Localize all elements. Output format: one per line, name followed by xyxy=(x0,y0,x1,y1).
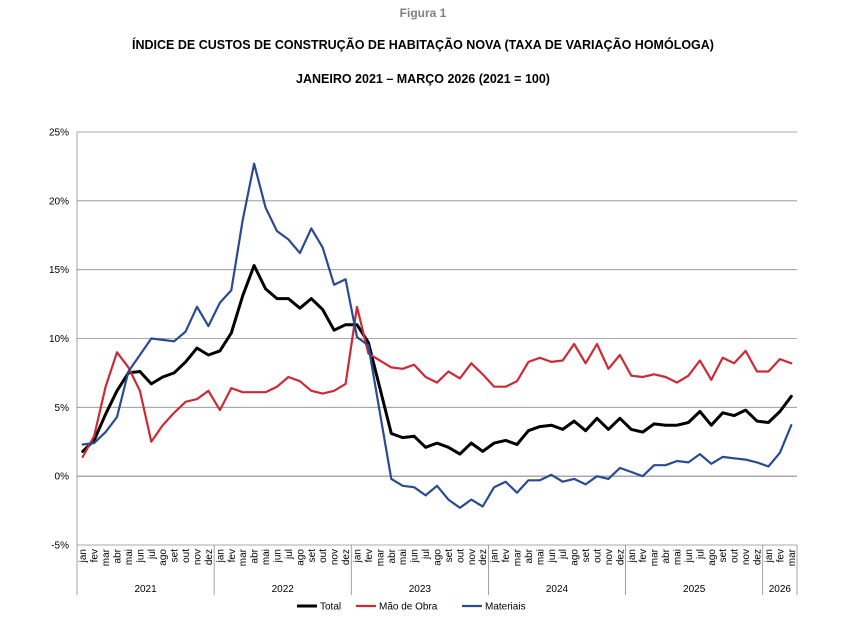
x-tick-label: mar xyxy=(101,548,112,566)
figure-label: Figura 1 xyxy=(399,6,447,20)
x-tick-label: mai xyxy=(673,549,684,565)
x-tick-label: fev xyxy=(501,549,512,562)
x-tick-label: fev xyxy=(227,549,238,562)
series-line xyxy=(81,162,793,509)
x-tick-label: fev xyxy=(638,549,649,562)
legend-label: Total xyxy=(320,602,341,613)
x-tick-label: nov xyxy=(741,549,752,565)
x-tick-label: ago xyxy=(158,549,169,566)
x-tick-label: nov xyxy=(467,549,478,565)
x-tick-label: out xyxy=(593,549,604,563)
y-tick-label: 25% xyxy=(49,128,69,139)
x-tick-label: jul xyxy=(558,549,569,560)
x-tick-label: set xyxy=(581,549,592,563)
legend-label: Mão de Obra xyxy=(379,602,438,613)
y-tick-label: -5% xyxy=(51,541,69,552)
x-tick-label: ago xyxy=(570,549,581,566)
x-tick-label: mai xyxy=(398,549,409,565)
x-tick-label: out xyxy=(181,549,192,563)
x-tick-label: jul xyxy=(421,549,432,560)
x-tick-label: out xyxy=(318,549,329,563)
series-line xyxy=(81,305,793,458)
x-tick-label: jun xyxy=(410,549,421,563)
x-tick-label: mar xyxy=(650,548,661,566)
x-tick-label: set xyxy=(444,549,455,563)
x-tick-label: out xyxy=(455,549,466,563)
x-tick-label: fev xyxy=(364,549,375,562)
x-tick-label: jun xyxy=(547,549,558,563)
x-tick-label: jul xyxy=(147,549,158,560)
x-tick-label: jun xyxy=(273,549,284,563)
x-tick-label: jan xyxy=(627,549,638,563)
x-tick-label: out xyxy=(730,549,741,563)
x-tick-label: fev xyxy=(90,549,101,562)
y-tick-label: 0% xyxy=(55,472,70,483)
x-tick-label: mar xyxy=(238,548,249,566)
x-tick-label: jan xyxy=(764,549,775,563)
x-tick-label: ago xyxy=(707,549,718,566)
x-tick-label: dez xyxy=(478,549,489,565)
year-label: 2023 xyxy=(409,584,432,595)
y-tick-label: 10% xyxy=(49,334,69,345)
x-tick-label: abr xyxy=(250,548,261,563)
x-tick-label: ago xyxy=(295,549,306,566)
x-tick-label: set xyxy=(307,549,318,563)
x-tick-label: abr xyxy=(661,548,672,563)
chart-title: ÍNDICE DE CUSTOS DE CONSTRUÇÃO DE HABITA… xyxy=(132,38,714,52)
x-tick-label: jan xyxy=(490,549,501,563)
year-label: 2024 xyxy=(546,584,569,595)
x-tick-label: nov xyxy=(330,549,341,565)
year-label: 2026 xyxy=(769,584,792,595)
x-tick-label: abr xyxy=(113,548,124,563)
y-tick-label: 20% xyxy=(49,196,69,207)
x-tick-label: mai xyxy=(535,549,546,565)
x-tick-label: nov xyxy=(193,549,204,565)
x-tick-label: mai xyxy=(124,549,135,565)
x-tick-label: abr xyxy=(387,548,398,563)
x-tick-label: jan xyxy=(78,549,89,563)
x-tick-label: jan xyxy=(353,549,364,563)
x-tick-label: fev xyxy=(775,549,786,562)
x-tick-label: mar xyxy=(787,548,798,566)
year-label: 2022 xyxy=(272,584,295,595)
x-tick-label: jul xyxy=(695,549,706,560)
y-tick-label: 5% xyxy=(55,403,70,414)
legend-label: Materiais xyxy=(485,602,526,613)
year-label: 2025 xyxy=(683,584,706,595)
x-tick-label: nov xyxy=(604,549,615,565)
x-tick-label: ago xyxy=(433,549,444,566)
x-tick-label: set xyxy=(170,549,181,563)
x-tick-label: jun xyxy=(684,549,695,563)
x-tick-label: dez xyxy=(204,549,215,565)
x-tick-label: mar xyxy=(375,548,386,566)
x-tick-label: dez xyxy=(615,549,626,565)
x-tick-label: jul xyxy=(284,549,295,560)
y-tick-label: 15% xyxy=(49,265,69,276)
x-tick-label: dez xyxy=(341,549,352,565)
year-label: 2021 xyxy=(134,584,157,595)
x-tick-label: abr xyxy=(524,548,535,563)
x-tick-label: jan xyxy=(215,549,226,563)
x-tick-label: dez xyxy=(753,549,764,565)
chart-subtitle: JANEIRO 2021 – MARÇO 2026 (2021 = 100) xyxy=(296,72,550,86)
x-tick-label: mai xyxy=(261,549,272,565)
x-tick-label: jun xyxy=(135,549,146,563)
series-line xyxy=(81,264,793,456)
x-tick-label: set xyxy=(718,549,729,563)
x-tick-label: mar xyxy=(513,548,524,566)
